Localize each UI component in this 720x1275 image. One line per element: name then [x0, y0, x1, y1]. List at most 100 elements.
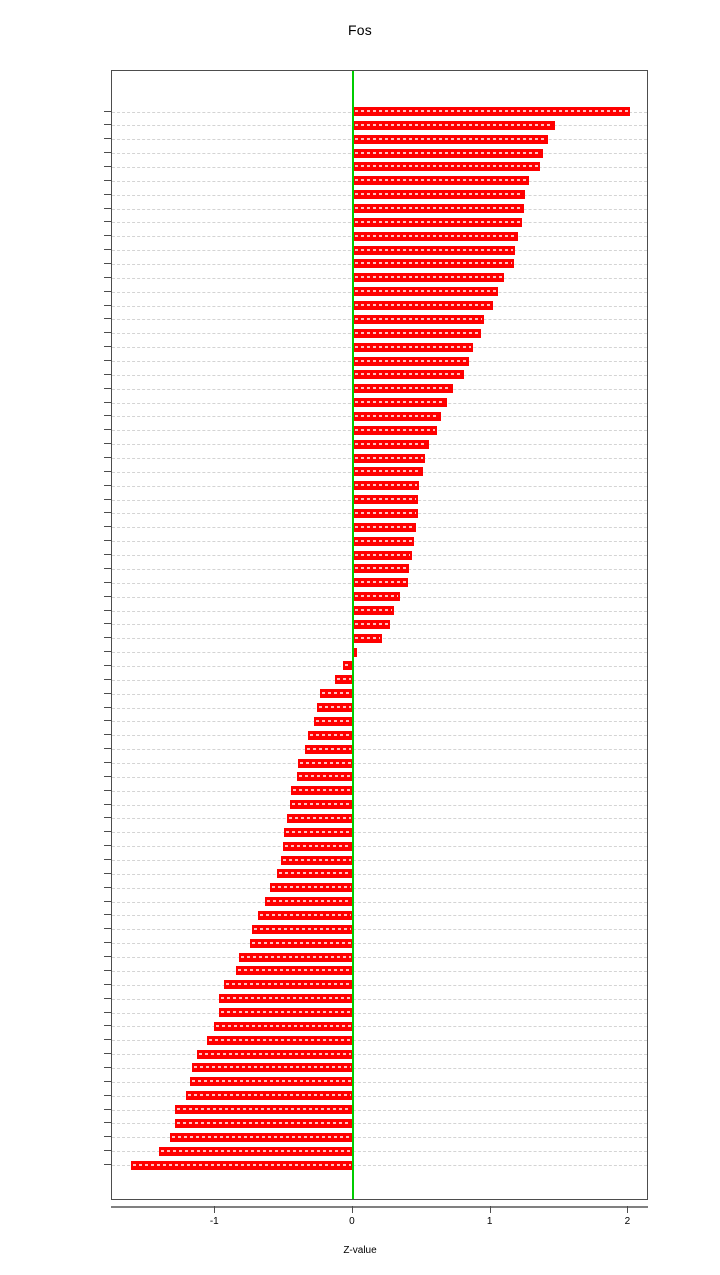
bar[interactable] [219, 1008, 353, 1018]
bar[interactable] [352, 231, 519, 241]
bar[interactable] [352, 522, 417, 532]
y-axis-tick-mark [104, 1164, 111, 1165]
bar[interactable] [264, 897, 353, 907]
bar[interactable] [352, 134, 549, 144]
y-axis-tick-mark [104, 498, 111, 500]
y-axis-tick-mark [104, 1053, 111, 1055]
bar[interactable] [352, 287, 498, 297]
bar[interactable] [223, 980, 353, 990]
bar[interactable] [304, 744, 353, 754]
chart-title: Fos [348, 22, 372, 38]
bar[interactable] [352, 578, 409, 588]
bar[interactable] [352, 162, 541, 172]
bar[interactable] [270, 883, 353, 893]
bar[interactable] [207, 1035, 353, 1045]
y-axis-tick-mark [104, 817, 111, 819]
y-axis-tick-mark [104, 664, 111, 666]
bar[interactable] [352, 245, 516, 255]
bar[interactable] [352, 495, 418, 505]
plot-area [111, 70, 648, 1200]
bar[interactable] [175, 1118, 353, 1128]
bar[interactable] [297, 758, 353, 768]
bar[interactable] [257, 910, 353, 920]
bar[interactable] [352, 633, 382, 643]
bar[interactable] [352, 259, 515, 269]
bar[interactable] [352, 481, 420, 491]
x-axis-tick-mark [489, 1206, 491, 1213]
bar[interactable] [235, 966, 353, 976]
y-axis-tick-mark [104, 138, 111, 140]
y-axis-tick-mark [104, 526, 111, 528]
y-axis-tick-mark [104, 1136, 111, 1138]
bar[interactable] [197, 1049, 353, 1059]
bar[interactable] [352, 314, 484, 324]
bar[interactable] [352, 148, 543, 158]
bar[interactable] [352, 453, 425, 463]
bar[interactable] [352, 384, 454, 394]
y-axis-tick-mark [104, 1025, 111, 1027]
bar[interactable] [352, 107, 630, 116]
bar[interactable] [352, 536, 414, 546]
bar[interactable] [296, 772, 353, 782]
y-axis-tick-mark [104, 997, 111, 999]
bar[interactable] [352, 619, 391, 629]
bar[interactable] [352, 550, 413, 560]
y-axis-tick-mark [104, 387, 111, 389]
bar[interactable] [219, 994, 353, 1004]
bar[interactable] [352, 606, 395, 616]
y-axis-tick-mark [104, 900, 111, 902]
bar[interactable] [352, 217, 523, 227]
bar[interactable] [284, 827, 353, 837]
bar[interactable] [352, 508, 418, 518]
bar[interactable] [352, 370, 465, 380]
bar[interactable] [307, 730, 353, 740]
bar[interactable] [352, 564, 410, 574]
bar[interactable] [352, 342, 473, 352]
bar[interactable] [169, 1132, 353, 1142]
bar[interactable] [186, 1091, 353, 1101]
bar[interactable] [352, 592, 400, 602]
bar[interactable] [175, 1105, 353, 1115]
bar[interactable] [238, 952, 353, 962]
bar[interactable] [191, 1063, 353, 1073]
y-axis-tick-mark [104, 457, 111, 459]
y-axis-tick-mark [104, 969, 111, 971]
bar[interactable] [352, 190, 526, 200]
bar[interactable] [352, 301, 494, 311]
bar[interactable] [291, 786, 353, 796]
y-axis-tick-mark [104, 734, 111, 736]
bar[interactable] [335, 675, 353, 685]
y-axis-tick-mark [104, 1039, 111, 1041]
bar[interactable] [190, 1077, 353, 1087]
bar[interactable] [352, 120, 556, 130]
bar[interactable] [319, 689, 353, 699]
y-axis-tick-mark [104, 692, 111, 694]
x-axis-tick-label: 1 [486, 1216, 493, 1227]
bar[interactable] [286, 813, 353, 823]
gridline [112, 1026, 647, 1028]
bar[interactable] [282, 841, 353, 851]
bar[interactable] [289, 800, 353, 810]
bar[interactable] [158, 1146, 353, 1156]
bar[interactable] [352, 328, 481, 338]
bar[interactable] [352, 356, 469, 366]
bar[interactable] [131, 1160, 353, 1170]
bar[interactable] [249, 938, 353, 948]
bar[interactable] [352, 176, 530, 186]
bar[interactable] [352, 204, 524, 214]
gridline [112, 790, 647, 792]
bar[interactable] [213, 1021, 353, 1031]
bar[interactable] [352, 467, 424, 477]
bar[interactable] [352, 398, 447, 408]
bar[interactable] [352, 425, 437, 435]
bar[interactable] [317, 703, 353, 713]
y-axis-tick-mark [104, 484, 111, 486]
bar[interactable] [277, 869, 353, 879]
bar[interactable] [281, 855, 353, 865]
bar[interactable] [352, 411, 442, 421]
bar[interactable] [314, 716, 353, 726]
bar[interactable] [352, 439, 429, 449]
bar[interactable] [352, 273, 505, 283]
y-axis-tick-mark [104, 803, 111, 805]
bar[interactable] [252, 924, 353, 934]
